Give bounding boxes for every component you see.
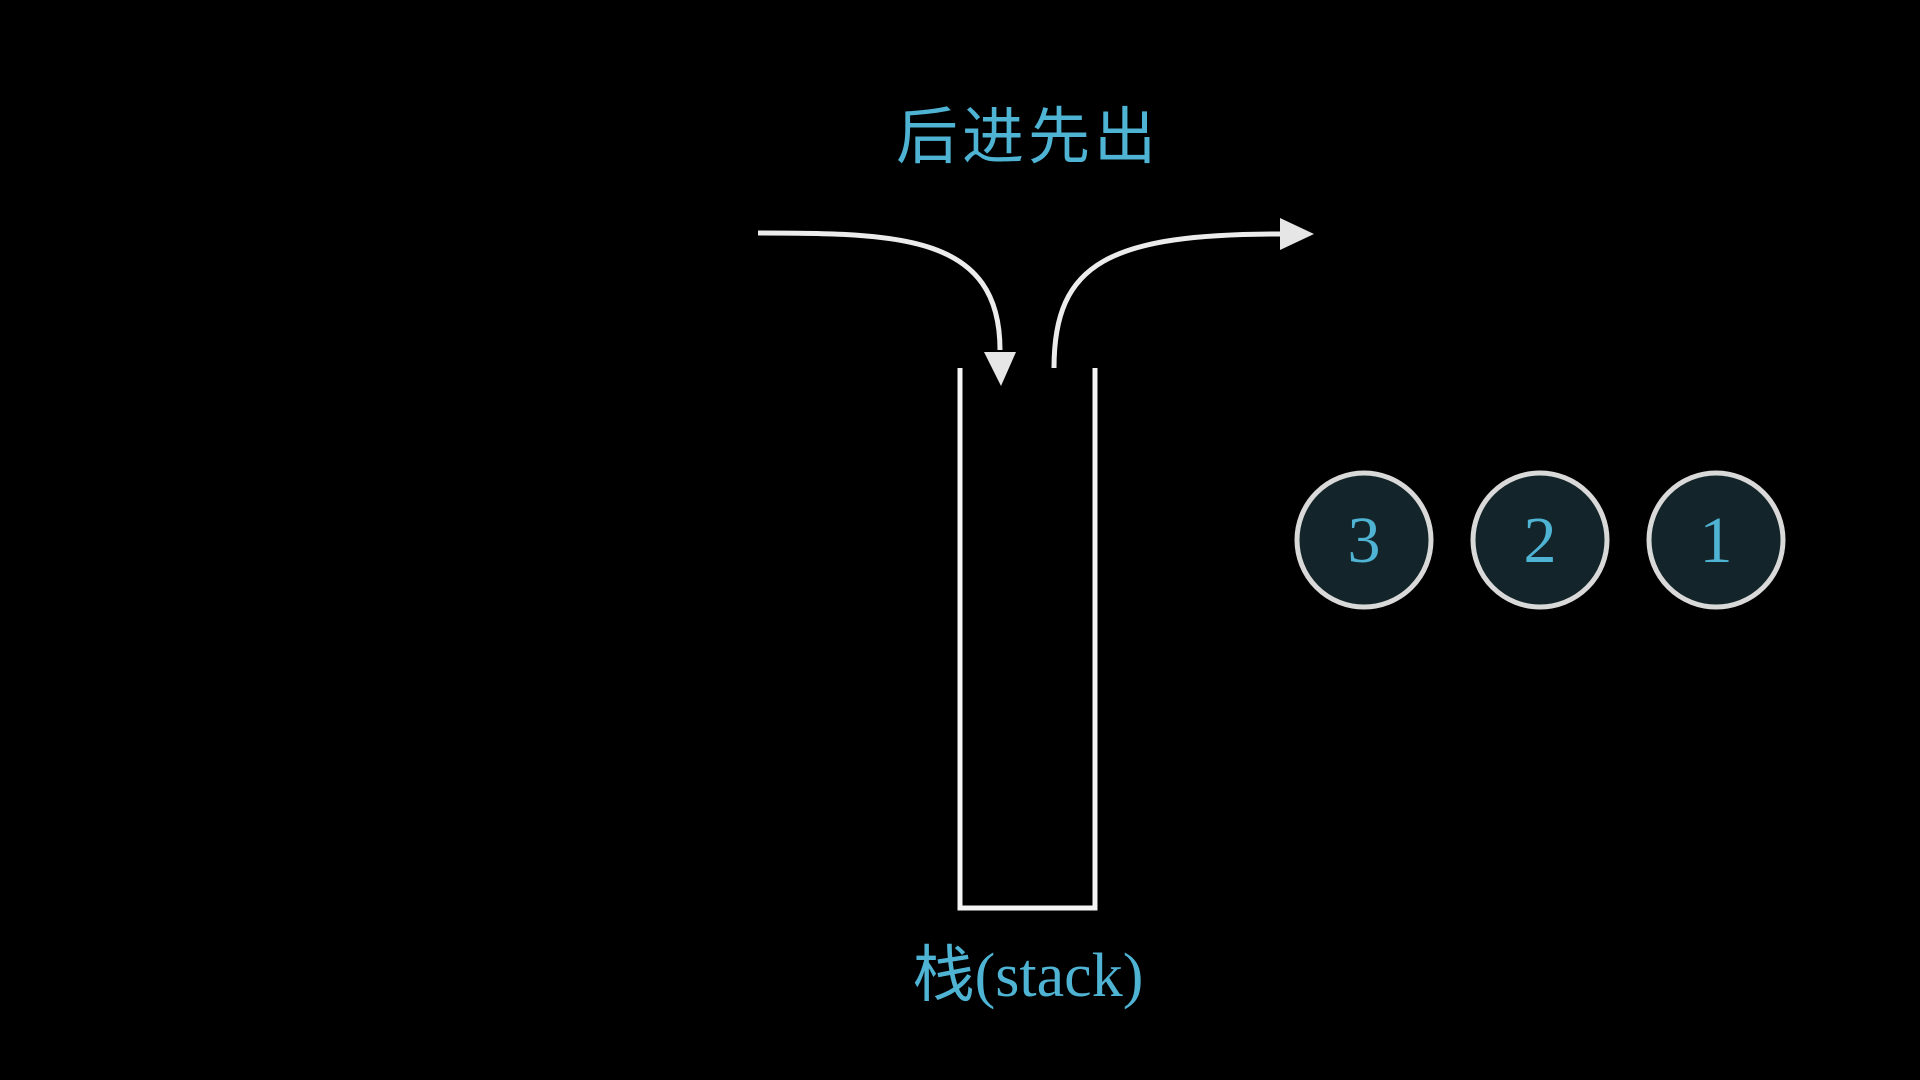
ball-circle — [1470, 470, 1610, 610]
diagram-title: 后进先出 — [896, 100, 1160, 173]
ball-2: 2 — [1470, 470, 1610, 610]
ball-label: 2 — [1524, 504, 1557, 577]
pop-arrow — [1051, 231, 1283, 369]
stack-caption: 栈(stack) — [913, 942, 1144, 1010]
ball-label: 1 — [1700, 504, 1733, 577]
ball-circle — [1646, 470, 1786, 610]
push-arrow — [757, 230, 1003, 351]
ball-circle — [1294, 470, 1434, 610]
push-arrowhead-icon — [984, 352, 1016, 386]
pop-arrowhead-icon — [1280, 218, 1314, 250]
ball-3: 3 — [1294, 470, 1434, 610]
ball-1: 1 — [1646, 470, 1786, 610]
stack-container — [957, 368, 1098, 911]
ball-label: 3 — [1348, 504, 1381, 577]
